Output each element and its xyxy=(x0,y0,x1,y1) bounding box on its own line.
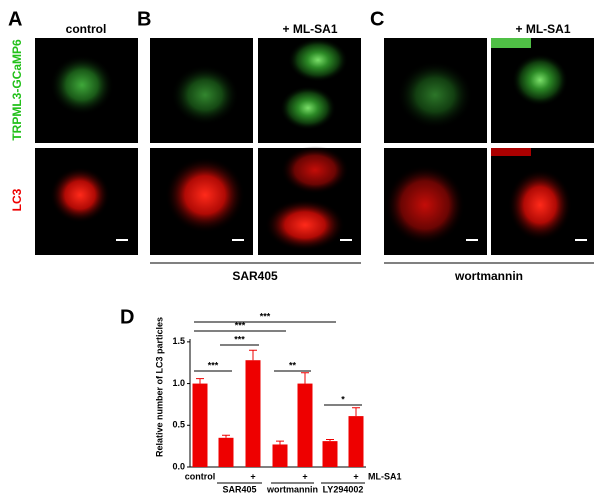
error-bar xyxy=(249,349,257,361)
error-bar xyxy=(196,378,204,384)
row-label: TRPML3-GCaMP6 xyxy=(10,39,24,141)
x-tick-label: control xyxy=(185,471,216,481)
bar xyxy=(245,360,261,467)
significance-label: *** xyxy=(234,334,245,344)
error-bar xyxy=(326,438,334,442)
group-label: SAR405 xyxy=(222,484,256,494)
panel-label: A xyxy=(8,8,22,30)
treatment-label: wortmannin xyxy=(454,269,523,283)
y-tick-label: 1.5 xyxy=(172,336,185,346)
y-tick-label: 0.5 xyxy=(172,420,185,430)
significance-label: ** xyxy=(289,360,297,370)
panel-label: B xyxy=(137,8,151,30)
significance-label: *** xyxy=(260,311,271,321)
significance-label: * xyxy=(341,394,345,404)
bar xyxy=(297,383,313,467)
bar xyxy=(192,383,208,467)
x-tick-label: + xyxy=(353,471,358,481)
x-tick-label: + xyxy=(302,471,307,481)
error-bar xyxy=(301,372,309,384)
y-tick-label: 0.0 xyxy=(172,461,185,471)
error-bar xyxy=(352,407,360,417)
error-bar xyxy=(276,440,284,445)
x-tick-label: + xyxy=(250,471,255,481)
significance-label: *** xyxy=(235,320,246,330)
bar xyxy=(272,444,288,467)
micrographs xyxy=(35,38,594,264)
treatment-label: SAR405 xyxy=(232,269,278,283)
y-tick-label: 1.0 xyxy=(172,378,185,388)
column-title: control xyxy=(66,22,107,36)
panel-label: D xyxy=(120,306,134,328)
column-title: + ML-SA1 xyxy=(282,22,337,36)
significance-label: *** xyxy=(208,360,219,370)
group-label: LY294002 xyxy=(323,484,364,494)
column-title: + ML-SA1 xyxy=(515,22,570,36)
row-label: LC3 xyxy=(10,188,24,211)
bar xyxy=(322,441,338,467)
treatment-label: ML-SA1 xyxy=(368,471,402,481)
panel-label: C xyxy=(370,8,384,30)
bar xyxy=(348,416,364,467)
error-bar xyxy=(222,434,230,438)
bar xyxy=(218,437,234,467)
group-label: wortmannin xyxy=(266,484,318,494)
y-axis-label: Relative number of LC3 particles xyxy=(154,317,164,457)
